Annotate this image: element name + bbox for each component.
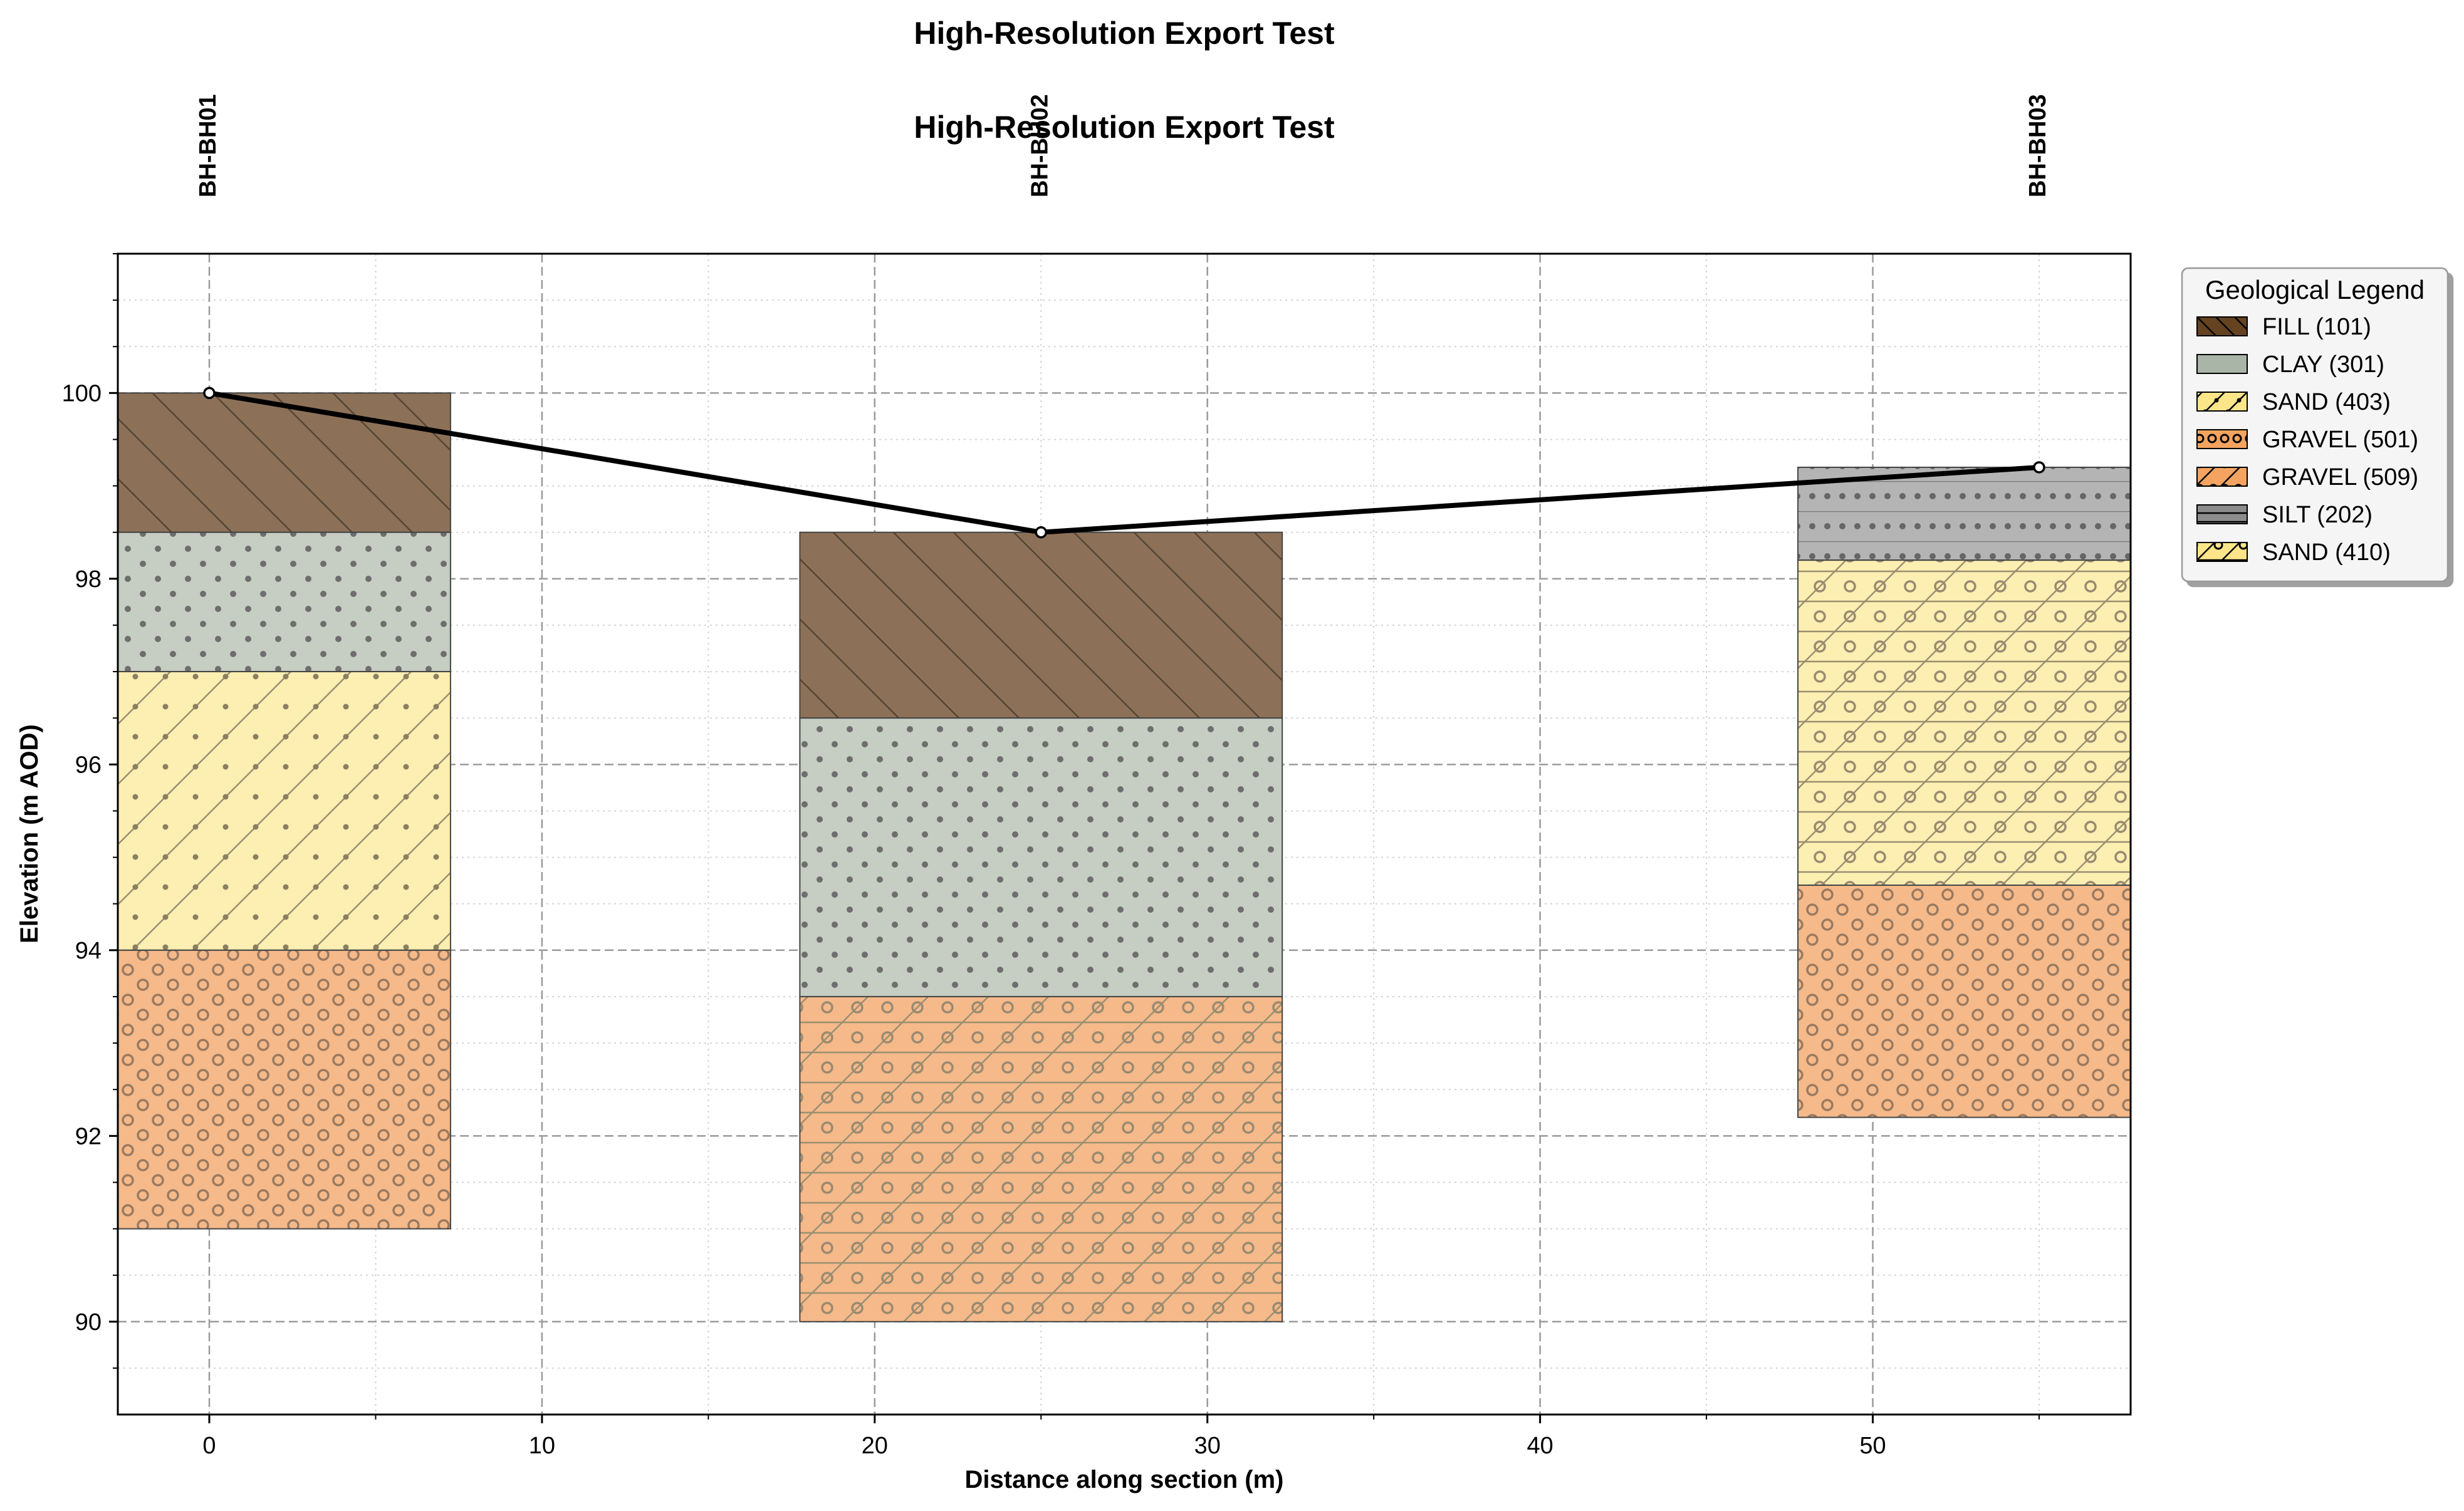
borehole-label: BH-BH02 [1026,94,1053,197]
x-tick-label: 30 [1194,1433,1221,1459]
legend-swatch-pattern [2196,467,2248,487]
legend-title: Geological Legend [2205,275,2425,304]
layer-sand-403-pattern [118,671,451,951]
borehole-labels: BH-BH01 BH-BH02 BH-BH03 [195,94,2051,197]
layer-sand-410-pattern [1797,559,2131,886]
y-axis-title: Elevation (m AOD) [16,724,43,943]
y-tick-label: 98 [75,566,102,593]
x-tick-label: 20 [862,1433,888,1459]
legend-label: GRAVEL (509) [2262,464,2418,491]
chart-title: High-Resolution Export Test [914,16,1335,51]
borehole-label: BH-BH01 [195,94,221,197]
layer-silt-202-pattern [1797,466,2131,561]
legend-label: SAND (403) [2262,389,2391,415]
legend-label: CLAY (301) [2262,351,2384,378]
legend-swatch-pattern [2196,392,2248,412]
borehole-layers [118,392,2131,1322]
layer-clay-301-pattern [799,717,1283,997]
axis-ticks: 0 10 20 30 40 50 90 92 94 96 98 100 [62,253,2040,1459]
y-tick-label: 100 [62,380,102,407]
legend-swatch-pattern [2196,504,2248,524]
legend-swatch-pattern [2196,542,2248,562]
legend-label: FILL (101) [2262,314,2371,340]
layer-fill-101-pattern [799,531,1283,719]
legend-swatch-pattern [2196,316,2248,336]
ground-point [1035,526,1048,539]
layer-gravel-501-pattern [118,949,451,1230]
plot-frame [117,252,2132,1416]
y-tick-label: 90 [75,1309,102,1336]
borehole-label: BH-BH03 [2025,94,2051,197]
legend-entries: FILL (101) CLAY (301) SAND (403) GRAVEL (50… [2196,314,2418,566]
x-axis-title: Distance along section (m) [965,1466,1284,1493]
layer-gravel-501-pattern [1797,885,2131,1118]
layer-fill-101-pattern [118,392,451,533]
ground-line [209,390,2040,535]
legend-label: SAND (410) [2262,539,2391,566]
layer-gravel-509-pattern [799,995,1283,1322]
legend-label: SILT (202) [2262,502,2373,528]
x-tick-label: 10 [529,1433,555,1459]
y-tick-label: 96 [75,752,102,778]
legend-box [2181,267,2449,583]
y-tick-label: 94 [75,938,102,964]
x-tick-label: 0 [202,1433,216,1459]
legend: Geological Legend FILL (101) CLAY (301) SA… [2181,267,2449,583]
legend-swatch-pattern [2196,429,2248,449]
layer-clay-301-pattern [118,531,451,673]
y-tick-label: 92 [75,1123,102,1150]
x-tick-label: 40 [1527,1433,1553,1459]
chart-subtitle: High-Resolution Export Test [914,110,1335,145]
ground-surface-line [203,387,2045,539]
legend-swatch [2196,354,2248,374]
ground-point [2033,461,2045,474]
ground-point [203,387,216,400]
legend-label: GRAVEL (501) [2262,427,2418,453]
x-tick-label: 50 [1859,1433,1886,1459]
